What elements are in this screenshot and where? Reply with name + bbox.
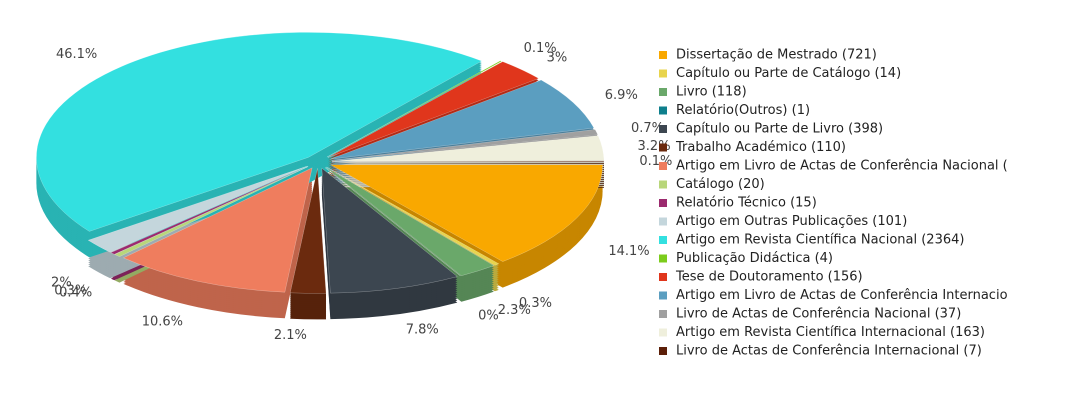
value-label: 0.7% [631,121,664,136]
legend-label: Livro (118) [676,85,747,100]
slice [325,167,495,276]
pie [36,32,605,320]
slice [36,32,483,232]
legend-swatch [659,143,667,152]
legend-label: Relatório(Outros) (1) [676,103,810,118]
legend-swatch [659,88,667,96]
legend-label: Livro de Actas de Conferência Internacio… [676,344,982,359]
slice-side [331,163,604,164]
legend-label: Livro de Actas de Conferência Nacional (… [676,307,961,322]
value-label: 2.1% [274,328,307,343]
value-label: 46.1% [56,47,97,62]
legend: Dissertação de Mestrado (721) Capítulo ou… [659,48,1008,359]
slice [329,164,603,262]
legend-swatch [659,106,667,115]
slice [330,79,595,160]
legend-swatch [659,310,667,318]
legend-swatch [659,162,667,170]
slice [289,168,327,294]
value-label: 6.9% [605,88,638,103]
legend-label: Artigo em Revista Científica Nacional (2… [676,233,964,248]
value-label: 0.3% [519,296,552,311]
legend-swatch [659,236,667,244]
legend-label: Trabalho Académico (110) [675,140,846,155]
legend-label: Capítulo ou Parte de Catálogo (14) [676,66,901,81]
legend-swatch [659,254,667,263]
slice [331,129,599,161]
value-label: 2.3% [498,303,531,318]
value-label: 0.3% [54,283,87,298]
legend-label: Publicação Didáctica (4) [676,251,833,266]
slice [122,167,313,293]
value-label: 0.1% [639,154,672,169]
value-label: 0.1% [524,41,557,56]
legend-label: Artigo em Livro de Actas de Conferência … [676,288,1008,303]
legend-swatch [659,291,667,300]
value-label: 7.8% [406,323,439,338]
slice [114,166,309,257]
legend-swatch [659,125,667,133]
legend-swatch [659,347,667,355]
value-label: 0.4% [59,286,92,301]
legend-label: Dissertação de Mestrado (721) [676,48,877,63]
slice [321,167,458,294]
slice [326,60,503,158]
legend-swatch [659,199,667,207]
legend-label: Tese de Doutoramento (156) [675,270,863,285]
legend-label: Artigo em Revista Científica Internacion… [676,325,985,340]
legend-label: Relatório Técnico (15) [676,196,817,211]
value-label: 14.1% [608,244,649,259]
value-label: 0% [478,309,499,324]
legend-swatch [659,273,667,281]
legend-label: Catálogo (20) [676,177,765,192]
value-label: 2% [51,275,72,290]
value-label: 3% [547,51,568,66]
slice [327,61,540,158]
slice [331,160,605,163]
legend-swatch [659,217,667,226]
legend-swatch [659,69,667,78]
slice [331,135,605,162]
legend-swatch [659,180,667,189]
legend-label: Capítulo ou Parte de Livro (398) [676,122,883,137]
legend-swatch [659,51,667,59]
slice [87,165,308,253]
slice [324,167,461,277]
legend-label: Artigo em Outras Publicações (101) [676,214,907,229]
slice [110,166,309,255]
value-label: 10.6% [142,315,183,330]
legend-label: Artigo em Livro de Actas de Conferência … [676,159,1008,174]
legend-swatch [659,328,667,337]
slice [326,166,500,266]
